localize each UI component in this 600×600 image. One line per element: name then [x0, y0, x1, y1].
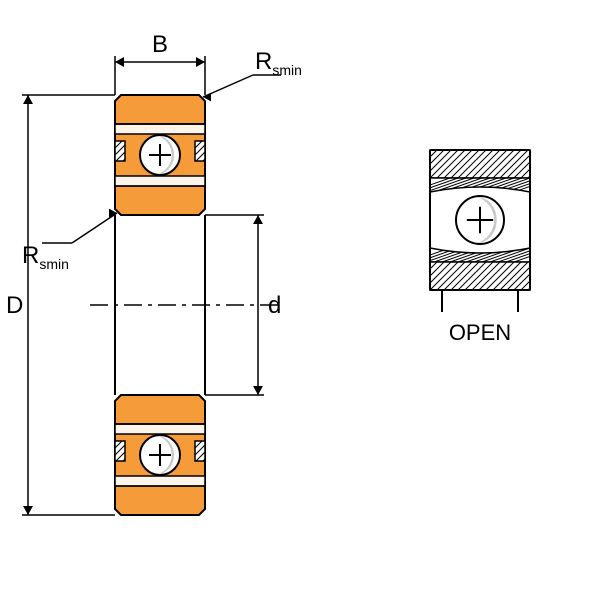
label-open: OPEN	[449, 320, 511, 345]
label-B: B	[152, 31, 168, 58]
label-d: d	[268, 292, 281, 319]
label-rsmin-lower: Rsmin	[22, 242, 69, 272]
label-D: D	[6, 292, 23, 319]
label-rsmin-upper: Rsmin	[255, 48, 302, 78]
